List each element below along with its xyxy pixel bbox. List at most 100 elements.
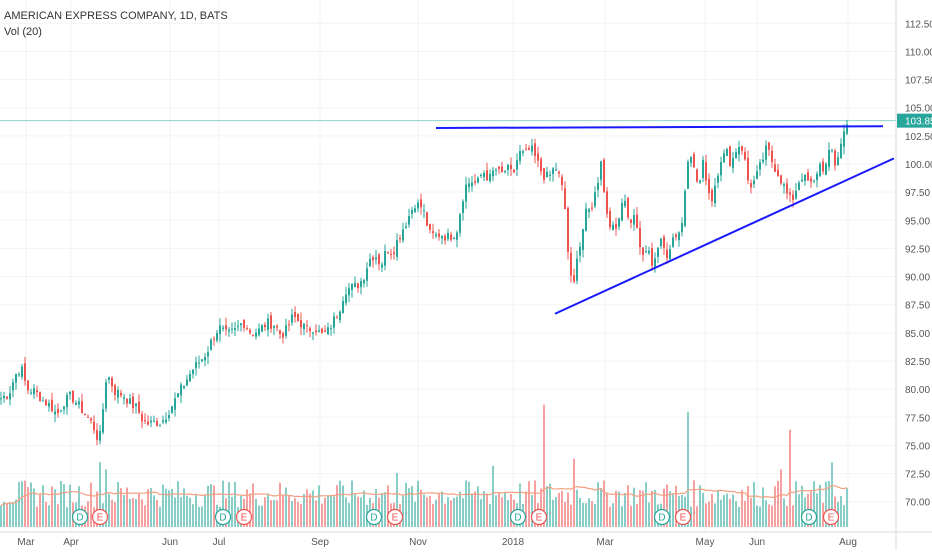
marker-label: E bbox=[241, 513, 248, 524]
dividend-marker[interactable]: D bbox=[800, 508, 818, 526]
candle-body bbox=[447, 232, 449, 240]
marker-circle bbox=[530, 508, 548, 526]
volume-bar bbox=[654, 489, 656, 527]
candle-body bbox=[813, 180, 815, 182]
earnings-marker[interactable]: E bbox=[822, 508, 840, 526]
candle-body bbox=[30, 392, 32, 394]
candle-body bbox=[510, 164, 512, 170]
candle-body bbox=[738, 146, 740, 155]
volume-bar bbox=[0, 505, 2, 527]
volume-bar bbox=[840, 496, 842, 527]
volume-bar bbox=[135, 499, 137, 527]
candle-body bbox=[129, 398, 131, 404]
volume-bar bbox=[174, 497, 176, 527]
candle-body bbox=[330, 328, 332, 330]
volume-bar bbox=[375, 489, 377, 527]
volume-bar bbox=[600, 488, 602, 527]
candle-body bbox=[255, 332, 257, 337]
volume-bar bbox=[360, 497, 362, 527]
volume-bar bbox=[381, 493, 383, 527]
volume-bar bbox=[159, 506, 161, 527]
dividend-marker[interactable]: D bbox=[365, 508, 383, 526]
candle-body bbox=[561, 176, 563, 186]
earnings-marker[interactable]: E bbox=[674, 508, 692, 526]
candle-body bbox=[144, 420, 146, 422]
volume-bar bbox=[765, 500, 767, 527]
volume-bar bbox=[471, 493, 473, 527]
volume-bar bbox=[483, 491, 485, 527]
volume-bar bbox=[768, 504, 770, 527]
candle-body bbox=[675, 234, 677, 237]
y-tick-label: 110.00 bbox=[905, 47, 932, 58]
candle-body bbox=[372, 257, 374, 261]
volume-bar bbox=[816, 493, 818, 527]
candle-body bbox=[219, 325, 221, 335]
volume-bar bbox=[564, 501, 566, 527]
volume-bar bbox=[423, 494, 425, 527]
earnings-marker[interactable]: E bbox=[530, 508, 548, 526]
earnings-marker[interactable]: E bbox=[91, 508, 109, 526]
candle-body bbox=[15, 374, 17, 383]
volume-bar bbox=[60, 481, 62, 527]
candle-body bbox=[681, 222, 683, 232]
volume-bar bbox=[570, 504, 572, 527]
candle-body bbox=[180, 384, 182, 396]
dividend-marker[interactable]: D bbox=[653, 508, 671, 526]
candle-body bbox=[513, 169, 515, 173]
volume-bar bbox=[129, 498, 131, 527]
volume-bar bbox=[756, 505, 758, 527]
candle-body bbox=[582, 229, 584, 251]
candle-body bbox=[342, 301, 344, 314]
dividend-marker[interactable]: D bbox=[214, 508, 232, 526]
candle-body bbox=[159, 425, 161, 427]
volume-bar bbox=[573, 458, 575, 527]
volume-bar bbox=[54, 489, 56, 527]
volume-bar bbox=[495, 495, 497, 527]
volume-bar bbox=[576, 489, 578, 527]
volume-bar bbox=[315, 500, 317, 527]
earnings-marker[interactable]: E bbox=[386, 508, 404, 526]
earnings-marker[interactable]: E bbox=[235, 508, 253, 526]
candle-body bbox=[573, 275, 575, 282]
candle-body bbox=[705, 161, 707, 181]
candle-body bbox=[126, 398, 128, 404]
candle-body bbox=[699, 180, 701, 183]
marker-circle bbox=[509, 508, 527, 526]
volume-bar bbox=[711, 493, 713, 527]
volume-bar bbox=[675, 485, 677, 527]
marker-label: E bbox=[680, 513, 687, 524]
volume-bar bbox=[291, 501, 293, 527]
candle-body bbox=[795, 190, 797, 199]
volume-bar bbox=[462, 498, 464, 527]
trendlines[interactable] bbox=[435, 125, 895, 315]
candle-body bbox=[576, 258, 578, 281]
volume-bar bbox=[747, 485, 749, 527]
candle-body bbox=[192, 369, 194, 375]
volume-bar bbox=[798, 494, 800, 527]
y-tick-label: 85.00 bbox=[905, 329, 930, 340]
candle-body bbox=[420, 199, 422, 208]
candle-body bbox=[642, 247, 644, 255]
candle-body bbox=[507, 164, 509, 170]
volume-bar bbox=[642, 490, 644, 527]
volume-bar bbox=[753, 482, 755, 527]
candle-body bbox=[630, 219, 632, 223]
volume-bar bbox=[168, 490, 170, 527]
marker-circle bbox=[822, 508, 840, 526]
dividend-marker[interactable]: D bbox=[509, 508, 527, 526]
volume-bar bbox=[450, 500, 452, 527]
dividend-marker[interactable]: D bbox=[71, 508, 89, 526]
candle-body bbox=[465, 184, 467, 202]
y-tick-label: 80.00 bbox=[905, 385, 930, 396]
candle-body bbox=[168, 415, 170, 419]
candle-body bbox=[669, 249, 671, 259]
volume-bar bbox=[624, 493, 626, 527]
volume-bar bbox=[618, 491, 620, 527]
volume-bar bbox=[45, 501, 47, 527]
volume-bar bbox=[354, 493, 356, 527]
y-tick-label: 95.00 bbox=[905, 216, 930, 227]
candle-body bbox=[36, 390, 38, 393]
